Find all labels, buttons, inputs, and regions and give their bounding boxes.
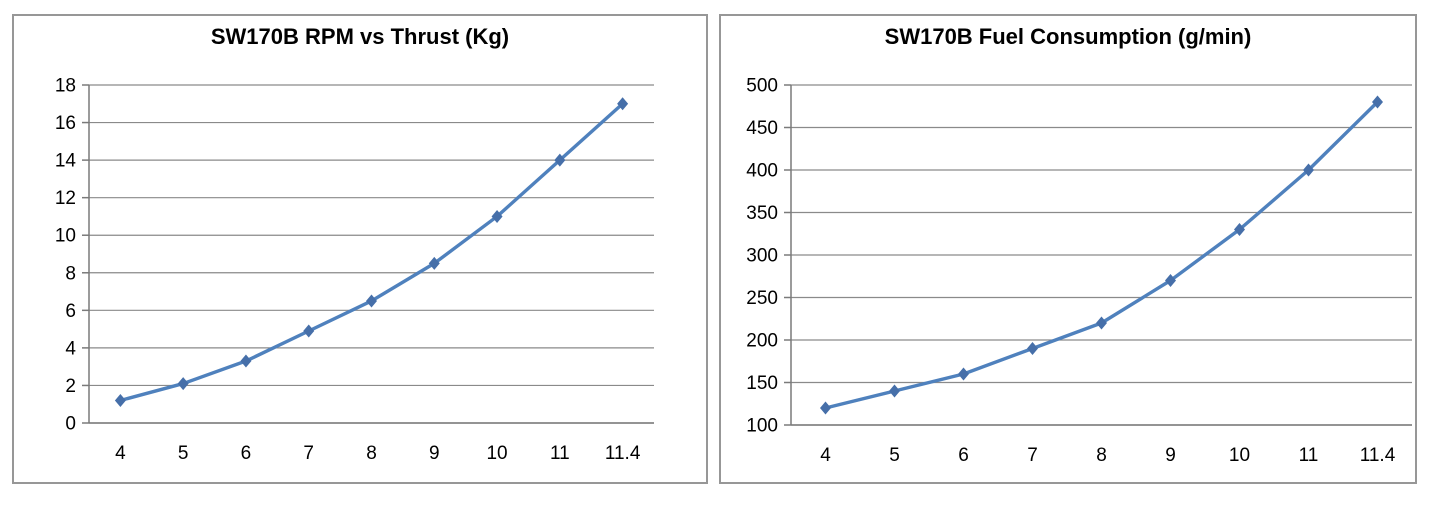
data-markers — [820, 95, 1383, 415]
y-tick-label: 350 — [746, 203, 778, 224]
y-tick-label: 4 — [65, 338, 76, 359]
y-tick-label: 16 — [55, 113, 76, 134]
y-tick-label: 6 — [65, 301, 76, 322]
y-tick-label: 150 — [746, 373, 778, 394]
data-point-marker[interactable] — [491, 209, 503, 223]
x-tick-label: 5 — [889, 445, 900, 466]
x-tick-label: 4 — [115, 443, 126, 464]
y-tick-label: 2 — [65, 376, 76, 397]
y-tick-label: 500 — [746, 76, 778, 97]
x-tick-label: 9 — [1165, 445, 1176, 466]
x-tick-labels: 4 5 6 7 8 9 10 11 11.4 — [820, 445, 1396, 466]
y-tick-label: 18 — [55, 76, 76, 97]
x-tick-label: 11.4 — [605, 443, 641, 464]
data-markers — [114, 97, 629, 407]
chart-fuel-consumption[interactable]: SW170B Fuel Consumption (g/min) 100 150 20… — [719, 14, 1417, 484]
y-tick-label: 450 — [746, 118, 778, 139]
y-tick-label: 10 — [55, 226, 76, 247]
y-axis — [784, 84, 792, 426]
data-point-marker[interactable] — [889, 384, 900, 398]
x-tick-label: 6 — [958, 445, 969, 466]
data-point-marker[interactable] — [554, 153, 566, 167]
data-point-marker[interactable] — [1234, 223, 1245, 236]
x-tick-label: 11 — [1299, 445, 1319, 466]
data-point-marker[interactable] — [1165, 274, 1176, 287]
y-tick-label: 200 — [746, 331, 778, 352]
x-tick-label: 11.4 — [1360, 445, 1396, 466]
x-tick-label: 9 — [429, 443, 440, 464]
chart-title: SW170B Fuel Consumption (g/min) — [884, 24, 1252, 49]
data-point-marker[interactable] — [366, 294, 377, 308]
plot-area: 100 150 200 250 300 350 400 450 500 4 5 6 7 8 9 10 11 11.… — [746, 76, 1412, 466]
y-gridlines — [791, 84, 1412, 426]
data-point-marker[interactable] — [1096, 316, 1107, 330]
data-point-marker[interactable] — [428, 256, 440, 270]
chart-rpm-vs-thrust[interactable]: SW170B RPM vs Thrust (Kg) 0 2 4 6 8 10 12 14 16 1… — [12, 14, 708, 484]
data-point-marker[interactable] — [303, 324, 315, 338]
x-tick-label: 7 — [303, 443, 314, 464]
data-point-marker[interactable] — [958, 367, 969, 381]
x-tick-label: 6 — [241, 443, 252, 464]
x-tick-label: 11 — [550, 443, 570, 464]
y-tick-label: 100 — [746, 416, 778, 437]
x-tick-label: 7 — [1027, 445, 1038, 466]
y-tick-label: 8 — [65, 263, 76, 284]
x-tick-label: 4 — [820, 445, 831, 466]
x-tick-label: 8 — [1096, 445, 1107, 466]
plot-area: 0 2 4 6 8 10 12 14 16 18 4 5 6 7 8 9 10 11 11.4 — [55, 76, 654, 464]
data-point-marker[interactable] — [240, 354, 252, 368]
x-tick-label: 10 — [1229, 445, 1250, 466]
x-tick-label: 10 — [486, 443, 507, 464]
x-tick-label: 8 — [366, 443, 377, 464]
series-line[interactable] — [118, 102, 625, 403]
y-tick-label: 250 — [746, 288, 778, 309]
data-point-marker[interactable] — [1027, 342, 1038, 355]
y-tick-label: 12 — [55, 188, 76, 209]
x-tick-labels: 4 5 6 7 8 9 10 11 11.4 — [115, 443, 641, 464]
data-point-marker[interactable] — [1303, 163, 1314, 177]
y-tick-labels: 100 150 200 250 300 350 400 450 500 — [746, 76, 778, 437]
y-axis — [82, 84, 90, 424]
chart-title: SW170B RPM vs Thrust (Kg) — [210, 24, 510, 49]
y-tick-label: 14 — [55, 151, 77, 172]
data-point-marker[interactable] — [617, 97, 629, 111]
y-gridlines — [89, 84, 654, 424]
y-tick-labels: 0 2 4 6 8 10 12 14 16 18 — [55, 76, 77, 435]
y-tick-label: 0 — [65, 414, 76, 435]
data-point-marker[interactable] — [114, 393, 126, 407]
y-tick-label: 300 — [746, 246, 778, 267]
y-tick-label: 400 — [746, 161, 778, 182]
data-point-marker[interactable] — [820, 401, 831, 415]
data-point-marker[interactable] — [177, 377, 189, 391]
x-tick-label: 5 — [178, 443, 189, 464]
data-point-marker[interactable] — [1372, 95, 1383, 109]
